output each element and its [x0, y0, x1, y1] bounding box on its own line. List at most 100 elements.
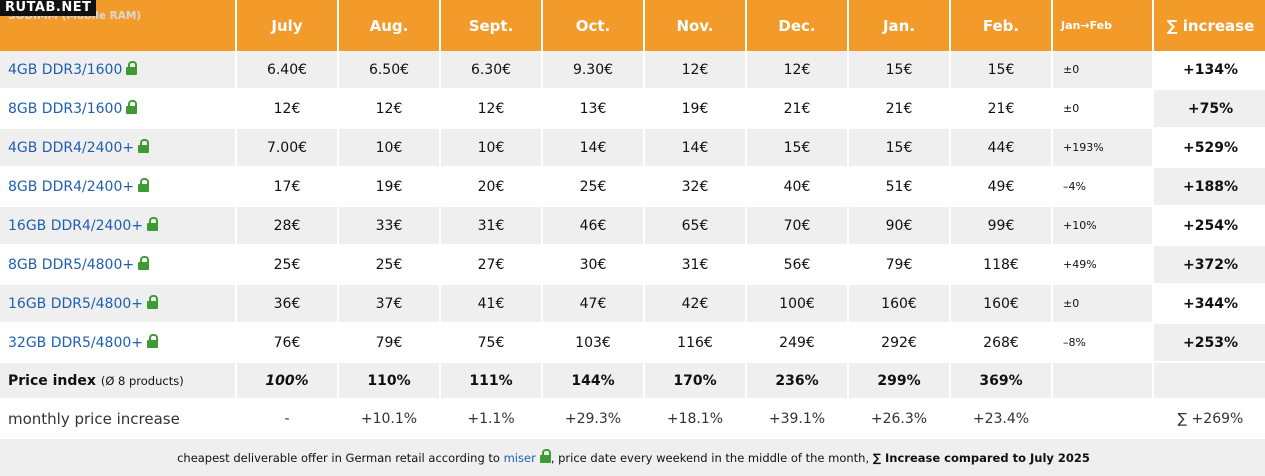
table-row: 16GB DDR5/4800+ 36€ 37€ 41€ 47€ 42€ 100€ 160€ 16…: [0, 285, 1265, 324]
price-cell: 44€: [951, 129, 1053, 168]
price-cell: 13€: [543, 90, 645, 129]
price-cell: 14€: [645, 129, 747, 168]
product-cell[interactable]: 8GB DDR3/1600: [0, 90, 237, 129]
price-index-value: 236%: [747, 363, 849, 400]
price-index-value: 100%: [237, 363, 339, 400]
product-cell[interactable]: 4GB DDR3/1600: [0, 51, 237, 90]
footnote-row: cheapest deliverable offer in German ret…: [0, 439, 1265, 476]
price-cell: 292€: [849, 324, 951, 363]
price-cell: 268€: [951, 324, 1053, 363]
price-cell: 76€: [237, 324, 339, 363]
price-cell: 20€: [441, 168, 543, 207]
price-cell: 12€: [645, 51, 747, 90]
product-cell[interactable]: 4GB DDR4/2400+: [0, 129, 237, 168]
product-cell[interactable]: 16GB DDR4/2400+: [0, 207, 237, 246]
total-increase: +188%: [1154, 168, 1265, 207]
price-cell: 19€: [645, 90, 747, 129]
product-link[interactable]: 4GB DDR4/2400+: [8, 139, 135, 156]
table-row: 4GB DDR4/2400+ 7.00€ 10€ 10€ 14€ 14€ 15€ 15€ 44€…: [0, 129, 1265, 168]
monthly-increase-value: +29.3%: [543, 400, 645, 439]
header-month: Feb.: [951, 0, 1053, 51]
jan-feb-change: +49%: [1053, 246, 1154, 285]
lock-icon: [147, 333, 158, 348]
price-cell: 28€: [237, 207, 339, 246]
lock-icon: [138, 255, 150, 270]
header-month: Dec.: [747, 0, 849, 51]
total-increase: +372%: [1154, 246, 1265, 285]
table-row: 8GB DDR5/4800+ 25€ 25€ 27€ 30€ 31€ 56€ 79€ 118€ +…: [0, 246, 1265, 285]
monthly-increase-value: +26.3%: [849, 400, 951, 439]
price-index-value: 144%: [543, 363, 645, 400]
jan-feb-change: –4%: [1053, 168, 1154, 207]
product-link[interactable]: 4GB DDR3/1600: [8, 61, 123, 78]
price-cell: 47€: [543, 285, 645, 324]
table-row: 32GB DDR5/4800+ 76€ 79€ 75€ 103€ 116€ 249€ 292€…: [0, 324, 1265, 363]
monthly-increase-total: ∑ +269%: [1154, 400, 1265, 439]
product-cell[interactable]: 32GB DDR5/4800+: [0, 324, 237, 363]
price-index-value: 369%: [951, 363, 1053, 400]
miser-link[interactable]: miser: [503, 450, 536, 465]
price-cell: 42€: [645, 285, 747, 324]
total-increase: +253%: [1154, 324, 1265, 363]
product-cell[interactable]: 8GB DDR4/2400+: [0, 168, 237, 207]
monthly-increase-value: -: [237, 400, 339, 439]
price-cell: 15€: [951, 51, 1053, 90]
price-cell: 160€: [849, 285, 951, 324]
footnote-bold: ∑ Increase compared to July 2025: [872, 450, 1090, 465]
price-cell: 27€: [441, 246, 543, 285]
watermark-logo: RUTAB.NET: [0, 0, 97, 16]
header-month: Jan.: [849, 0, 951, 51]
lock-icon: [126, 99, 138, 114]
price-cell: 65€: [645, 207, 747, 246]
jan-feb-change: +10%: [1053, 207, 1154, 246]
price-cell: 79€: [849, 246, 951, 285]
price-cell: 103€: [543, 324, 645, 363]
price-cell: 79€: [339, 324, 441, 363]
table-row: 8GB DDR3/1600 12€ 12€ 12€ 13€ 19€ 21€ 21€ 21€ ±0 +…: [0, 90, 1265, 129]
total-increase: +134%: [1154, 51, 1265, 90]
product-cell[interactable]: 8GB DDR5/4800+: [0, 246, 237, 285]
jan-feb-change: +193%: [1053, 129, 1154, 168]
monthly-increase-value: +1.1%: [441, 400, 543, 439]
lock-icon: [126, 60, 138, 75]
product-link[interactable]: 16GB DDR5/4800+: [8, 295, 143, 312]
product-link[interactable]: 8GB DDR3/1600: [8, 100, 123, 117]
price-cell: 51€: [849, 168, 951, 207]
price-index-row: Price index (Ø 8 products) 100% 110% 111…: [0, 363, 1265, 400]
total-increase: +75%: [1154, 90, 1265, 129]
lock-icon: [138, 177, 150, 192]
price-cell: 15€: [747, 129, 849, 168]
product-link[interactable]: 8GB DDR5/4800+: [8, 256, 135, 273]
lock-icon: [147, 294, 158, 309]
total-increase: +344%: [1154, 285, 1265, 324]
header-increase: ∑ increase: [1154, 0, 1265, 51]
price-cell: 90€: [849, 207, 951, 246]
price-cell: 10€: [339, 129, 441, 168]
price-cell: 9.30€: [543, 51, 645, 90]
header-month: Sept.: [441, 0, 543, 51]
price-cell: 118€: [951, 246, 1053, 285]
product-link[interactable]: 32GB DDR5/4800+: [8, 334, 143, 351]
price-cell: 116€: [645, 324, 747, 363]
lock-icon: [138, 138, 150, 153]
monthly-increase-value: +10.1%: [339, 400, 441, 439]
price-cell: 75€: [441, 324, 543, 363]
price-index-title: Price index: [8, 372, 96, 389]
price-index-empty: [1154, 363, 1265, 400]
price-index-empty: [1053, 363, 1154, 400]
jan-feb-change: –8%: [1053, 324, 1154, 363]
product-cell[interactable]: 16GB DDR5/4800+: [0, 285, 237, 324]
price-cell: 99€: [951, 207, 1053, 246]
price-cell: 37€: [339, 285, 441, 324]
table-row: 8GB DDR4/2400+ 17€ 19€ 20€ 25€ 32€ 40€ 51€ 49€ –4…: [0, 168, 1265, 207]
header-month: Oct.: [543, 0, 645, 51]
product-link[interactable]: 16GB DDR4/2400+: [8, 217, 143, 234]
price-cell: 56€: [747, 246, 849, 285]
price-cell: 32€: [645, 168, 747, 207]
product-link[interactable]: 8GB DDR4/2400+: [8, 178, 135, 195]
price-cell: 33€: [339, 207, 441, 246]
total-increase: +254%: [1154, 207, 1265, 246]
monthly-increase-empty: [1053, 400, 1154, 439]
price-index-value: 110%: [339, 363, 441, 400]
price-cell: 12€: [237, 90, 339, 129]
